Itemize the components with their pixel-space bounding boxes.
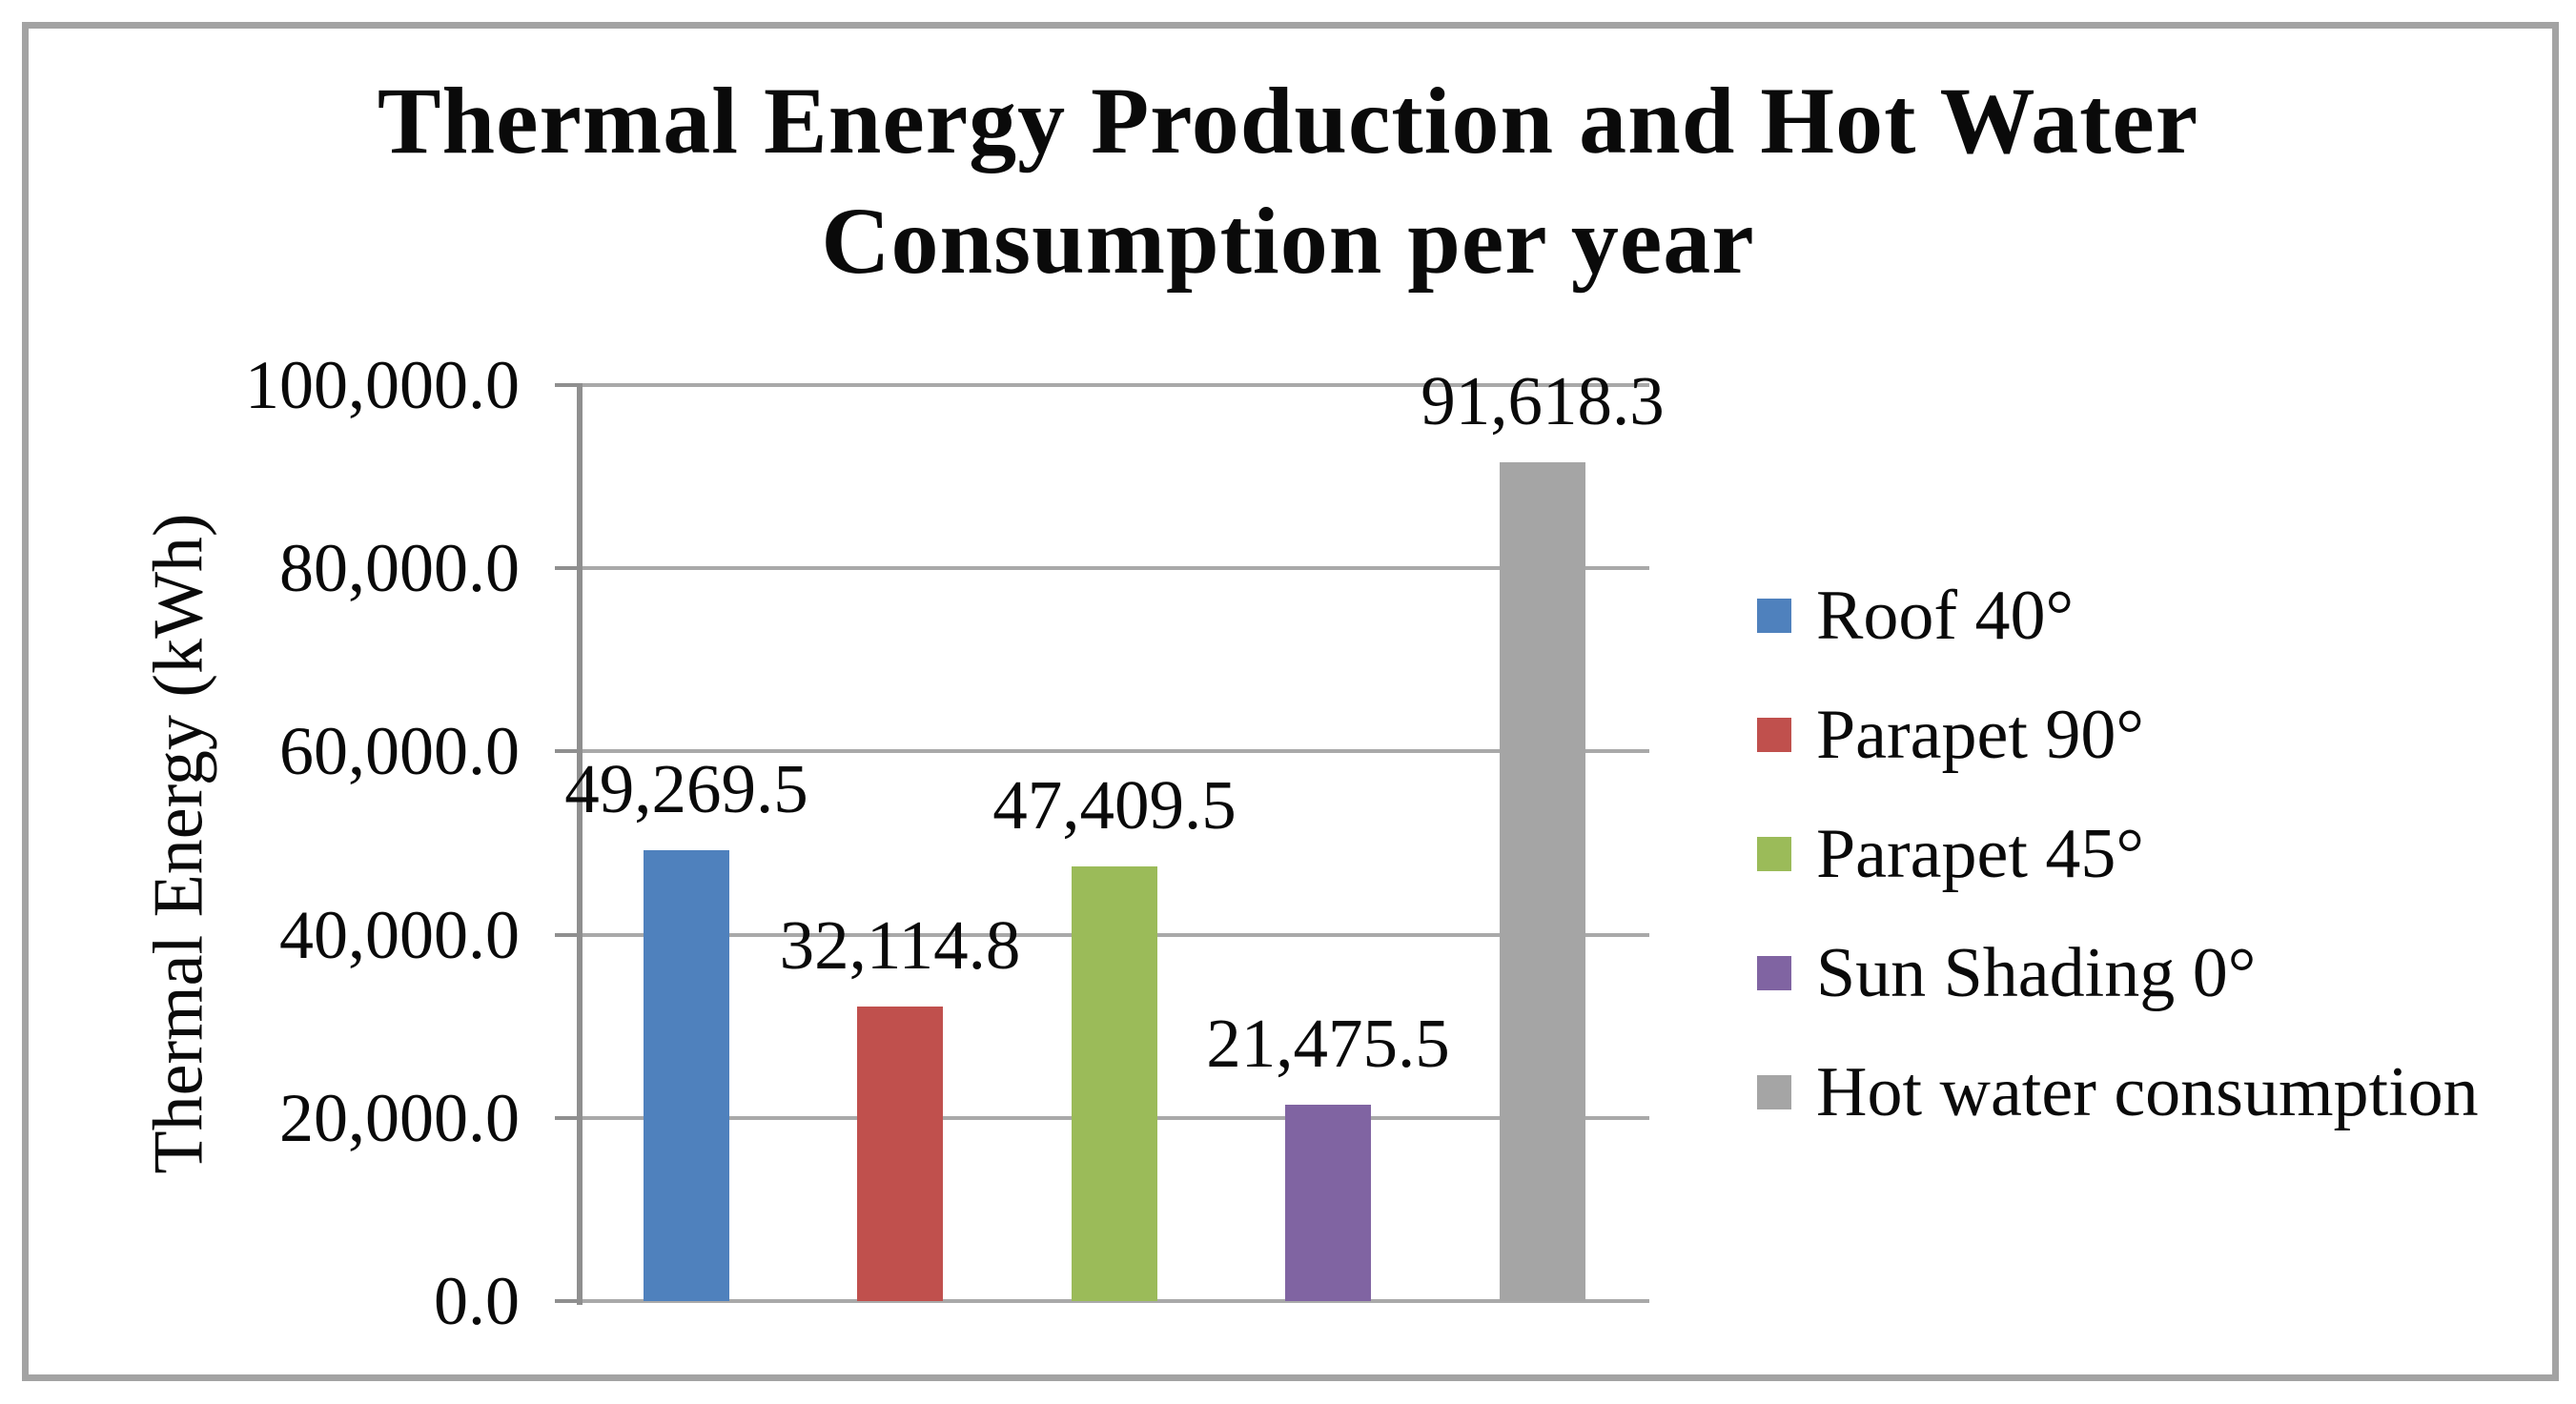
chart-title-line-2: Consumption per year	[821, 188, 1755, 294]
gridline-100000	[580, 383, 1649, 387]
legend-swatch-roof-40	[1757, 598, 1791, 633]
legend: Roof 40° Parapet 90° Parapet 45° Sun Sha…	[1757, 556, 2479, 1151]
y-tick-label-100000: 100,000.0	[245, 347, 520, 423]
bar-group-roof-40: 49,269.5	[564, 385, 808, 1301]
y-tick-mark	[555, 749, 580, 753]
y-tick-label-60000: 60,000.0	[279, 713, 520, 789]
y-tick-mark	[555, 383, 580, 387]
legend-swatch-parapet-45	[1757, 836, 1791, 871]
legend-label-roof-40: Roof 40°	[1816, 576, 2075, 655]
legend-item-parapet-90: Parapet 90°	[1757, 675, 2479, 794]
bar-group-parapet-90: 32,114.8	[780, 385, 1020, 1301]
gridline-0-baseline	[580, 1299, 1649, 1303]
data-label-parapet-45: 47,409.5	[992, 766, 1237, 844]
bar-hot-water-consumption	[1500, 461, 1585, 1301]
legend-item-parapet-45: Parapet 45°	[1757, 794, 2479, 913]
legend-item-sun-shading-0: Sun Shading 0°	[1757, 913, 2479, 1032]
y-tick-label-80000: 80,000.0	[279, 530, 520, 606]
y-tick-label-0: 0.0	[434, 1263, 520, 1339]
y-axis-line	[577, 383, 583, 1305]
data-label-hot-water-consumption: 91,618.3	[1421, 361, 1665, 439]
y-tick-mark	[555, 1299, 580, 1303]
chart-title: Thermal Energy Production and Hot Water …	[0, 61, 2576, 301]
bar-group-sun-shading-0: 21,475.5	[1206, 385, 1450, 1301]
y-tick-label-40000: 40,000.0	[279, 897, 520, 973]
y-tick-mark	[555, 1116, 580, 1120]
legend-label-parapet-90: Parapet 90°	[1816, 695, 2144, 774]
gridline-60000	[580, 749, 1649, 753]
bar-roof-40	[644, 849, 729, 1301]
data-label-roof-40: 49,269.5	[564, 749, 808, 827]
bar-group-hot-water-consumption: 91,618.3	[1421, 366, 1665, 1301]
y-tick-mark	[555, 566, 580, 570]
gridline-80000	[580, 566, 1649, 570]
bar-sun-shading-0	[1285, 1104, 1371, 1301]
legend-swatch-parapet-90	[1757, 717, 1791, 752]
data-label-sun-shading-0: 21,475.5	[1206, 1004, 1450, 1082]
y-tick-label-20000: 20,000.0	[279, 1080, 520, 1156]
legend-item-roof-40: Roof 40°	[1757, 556, 2479, 675]
bar-group-parapet-45: 47,409.5	[992, 385, 1237, 1301]
chart-title-line-1: Thermal Energy Production and Hot Water	[377, 68, 2199, 173]
legend-label-sun-shading-0: Sun Shading 0°	[1816, 933, 2257, 1012]
legend-label-hot-water-consumption: Hot water consumption	[1816, 1052, 2479, 1131]
plot-area: 49,269.5 32,114.8 47,409.5 21,475.5 91,6…	[555, 366, 1665, 1305]
bar-parapet-90	[857, 1007, 943, 1301]
bar-parapet-45	[1072, 866, 1157, 1301]
data-label-parapet-90: 32,114.8	[779, 906, 1021, 985]
legend-swatch-sun-shading-0	[1757, 955, 1791, 990]
legend-label-parapet-45: Parapet 45°	[1816, 814, 2144, 893]
y-tick-mark	[555, 933, 580, 937]
legend-swatch-hot-water-consumption	[1757, 1074, 1791, 1109]
legend-item-hot-water-consumption: Hot water consumption	[1757, 1032, 2479, 1151]
y-axis-title: Thermal Energy (kWh)	[139, 513, 218, 1174]
